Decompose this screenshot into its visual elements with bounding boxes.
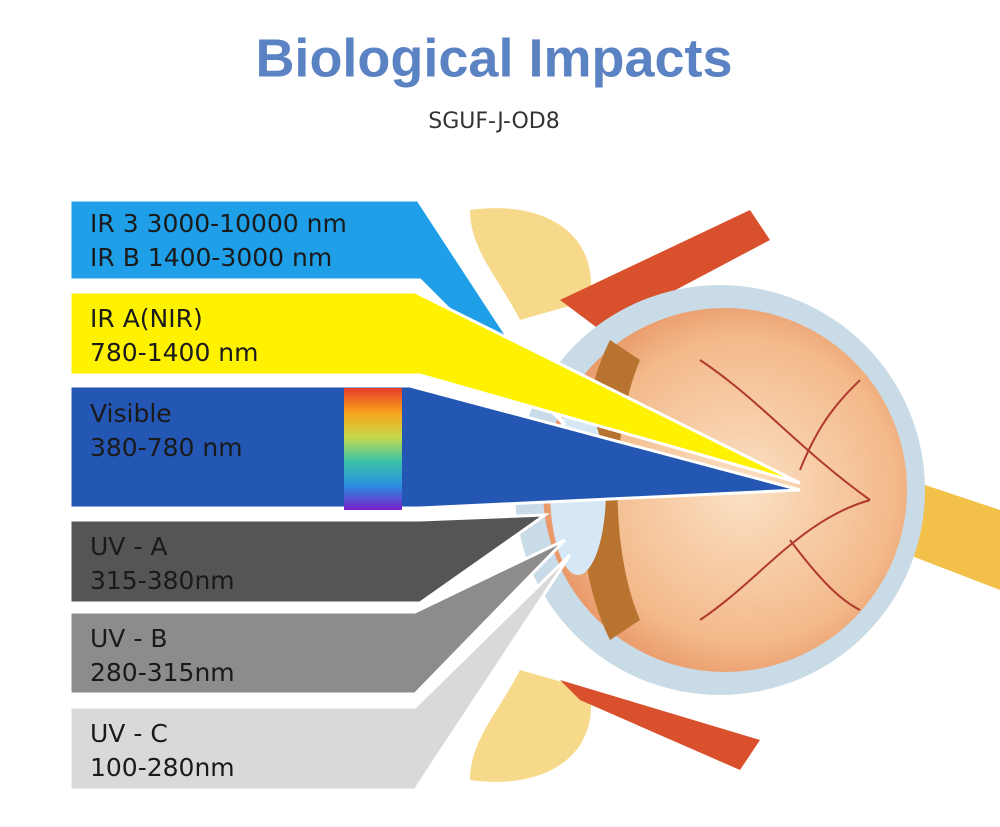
band-label: UV - A <box>90 532 167 561</box>
band-label: 280-315nm <box>90 658 235 687</box>
band-label: 315-380nm <box>90 566 235 595</box>
band-label: UV - C <box>90 719 168 748</box>
muscle <box>560 680 760 770</box>
band-label: 780-1400 nm <box>90 338 259 367</box>
bands <box>68 198 801 792</box>
band-uvc <box>68 553 572 792</box>
subtitle: SGUF-J-OD8 <box>428 109 559 134</box>
band-uvb <box>68 538 567 696</box>
spectrum <box>344 388 402 510</box>
band-label: 100-280nm <box>90 753 235 782</box>
muscle <box>560 210 770 330</box>
band-ira <box>68 290 801 485</box>
band-label: 380-780 nm <box>90 433 243 462</box>
band-visible <box>68 384 801 510</box>
title: Biological Impacts <box>255 28 732 88</box>
band-label: UV - B <box>90 624 167 653</box>
bone <box>470 208 592 320</box>
band-label: IR B 1400-3000 nm <box>90 243 332 272</box>
vessels <box>699 359 871 621</box>
band-label: Visible <box>90 399 172 428</box>
band-labels: IR 3 3000-10000 nm IR B 1400-3000 nm IR A(… <box>90 209 347 782</box>
band-label: IR A(NIR) <box>90 304 203 333</box>
band-uva <box>68 513 551 605</box>
bone <box>470 670 592 782</box>
band-label: IR 3 3000-10000 nm <box>90 209 347 238</box>
